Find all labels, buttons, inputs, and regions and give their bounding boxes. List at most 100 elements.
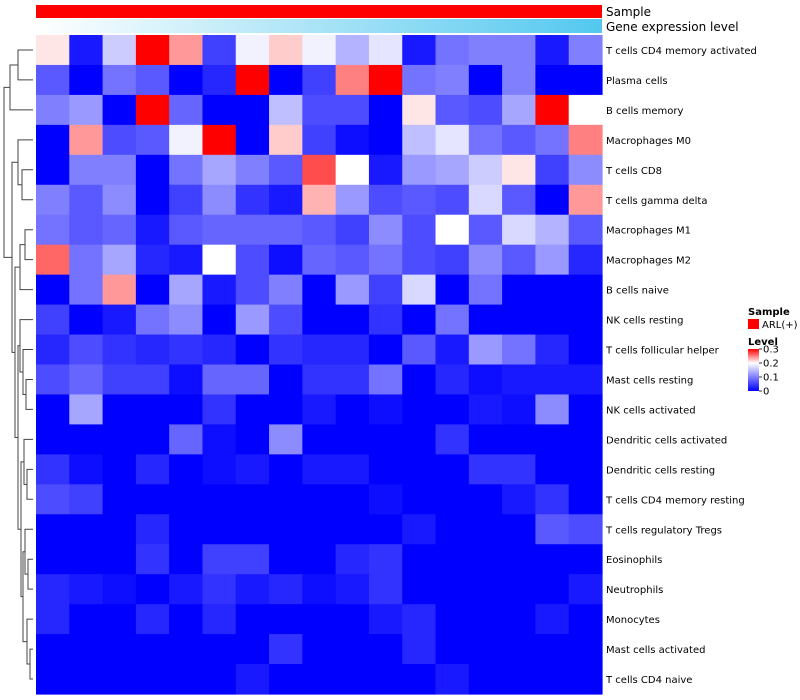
- heatmap-cell: [568, 364, 603, 396]
- heatmap-cell: [135, 274, 170, 306]
- heatmap-cell: [402, 64, 437, 96]
- heatmap-cell: [302, 64, 337, 96]
- heatmap-cell: [69, 394, 104, 425]
- heatmap-cell: [402, 454, 437, 485]
- heatmap-cell: [269, 304, 303, 336]
- heatmap-cell: [102, 334, 137, 366]
- heatmap-cell: [468, 154, 503, 186]
- heatmap-cell: [302, 484, 337, 515]
- heatmap-cell: [435, 35, 470, 66]
- heatmap-cell: [468, 574, 503, 605]
- heatmap-cell: [502, 514, 537, 545]
- heatmap-cell: [335, 334, 370, 366]
- heatmap-cell: [36, 154, 70, 186]
- heatmap-cell: [568, 574, 603, 605]
- row-dendrogram: [3, 49, 33, 680]
- legend-sample-title: Sample: [748, 307, 790, 318]
- heatmap-cell: [335, 484, 370, 515]
- heatmap-cell: [335, 514, 370, 545]
- heatmap-cell: [568, 514, 603, 545]
- heatmap-cell: [468, 304, 503, 336]
- heatmap-cell: [368, 304, 403, 336]
- heatmap-cell: [135, 514, 170, 545]
- heatmap-cell: [435, 364, 470, 396]
- heatmap-cell: [235, 64, 270, 96]
- heatmap-cell: [368, 214, 403, 246]
- heatmap-cell: [69, 244, 104, 276]
- heatmap-cell: [202, 35, 237, 66]
- heatmap-cell: [502, 334, 537, 366]
- heatmap-cell: [135, 244, 170, 276]
- heatmap-cell: [169, 394, 204, 425]
- heatmap-cell: [269, 154, 303, 186]
- heatmap-cell: [102, 64, 137, 96]
- heatmap-cell: [435, 154, 470, 186]
- heatmap-cell: [135, 544, 170, 575]
- heatmap-cell: [468, 424, 503, 455]
- row-label: Plasma cells: [606, 76, 668, 87]
- heatmap-cell: [535, 394, 570, 425]
- heatmap-cell: [102, 574, 137, 605]
- heatmap-cell: [535, 454, 570, 485]
- heatmap-cell: [135, 604, 170, 635]
- heatmap-cell: [502, 364, 537, 396]
- gene-expression-annotation-bar: [36, 19, 602, 33]
- heatmap-cell: [568, 634, 603, 665]
- heatmap-cell: [335, 274, 370, 306]
- heatmap-cell: [535, 214, 570, 246]
- heatmap-cell: [468, 664, 503, 695]
- heatmap-cell: [235, 514, 270, 545]
- heatmap-cell: [169, 304, 204, 336]
- row-label: Mast cells resting: [606, 375, 693, 386]
- heatmap-cell: [402, 244, 437, 276]
- heatmap-cell: [535, 544, 570, 575]
- row-label: T cells CD8: [605, 166, 662, 177]
- heatmap-cell: [69, 364, 104, 396]
- row-label: B cells memory: [606, 106, 683, 117]
- heatmap-cell: [368, 94, 403, 126]
- heatmap-cell: [335, 664, 370, 695]
- heatmap-cell: [69, 154, 104, 186]
- heatmap-cell: [402, 604, 437, 635]
- heatmap-cell: [568, 484, 603, 515]
- heatmap-cell: [368, 154, 403, 186]
- heatmap-cell: [568, 184, 603, 216]
- legend-tick-label: 0.1: [763, 373, 779, 384]
- dendrogram-branch: [26, 468, 33, 500]
- heatmap-cell: [202, 394, 237, 425]
- heatmap-cell: [169, 514, 204, 545]
- heatmap-cell: [468, 184, 503, 216]
- heatmap-cell: [468, 334, 503, 366]
- heatmap-cell: [568, 214, 603, 246]
- heatmap-cell: [535, 424, 570, 455]
- heatmap-cell: [402, 364, 437, 396]
- heatmap-cell: [535, 634, 570, 665]
- heatmap-cell: [36, 544, 70, 575]
- heatmap-cell: [135, 634, 170, 665]
- heatmap-cell: [69, 634, 104, 665]
- gene-expression-annotation-label: Gene expression level: [606, 20, 739, 34]
- heatmap-cell: [102, 184, 137, 216]
- heatmap-cell: [269, 634, 303, 665]
- heatmap-cell: [435, 574, 470, 605]
- heatmap-cell: [169, 424, 204, 455]
- legend-sample-swatch: [748, 319, 759, 329]
- heatmap-cell: [202, 514, 237, 545]
- row-label: T cells follicular helper: [605, 346, 720, 357]
- heatmap-cell: [368, 124, 403, 156]
- heatmap-cell: [535, 604, 570, 635]
- heatmap-cell: [302, 214, 337, 246]
- heatmap-cell: [302, 94, 337, 126]
- heatmap-cell: [568, 124, 603, 156]
- heatmap-cell: [502, 634, 537, 665]
- row-label: B cells naive: [606, 286, 669, 297]
- heatmap-cell: [169, 214, 204, 246]
- heatmap-cell: [302, 154, 337, 186]
- heatmap-cell: [69, 514, 104, 545]
- heatmap-cell: [235, 334, 270, 366]
- sample-annotation-label: Sample: [606, 5, 651, 19]
- heatmap-cell: [468, 394, 503, 425]
- heatmap-cell: [402, 124, 437, 156]
- heatmap-cell: [202, 454, 237, 485]
